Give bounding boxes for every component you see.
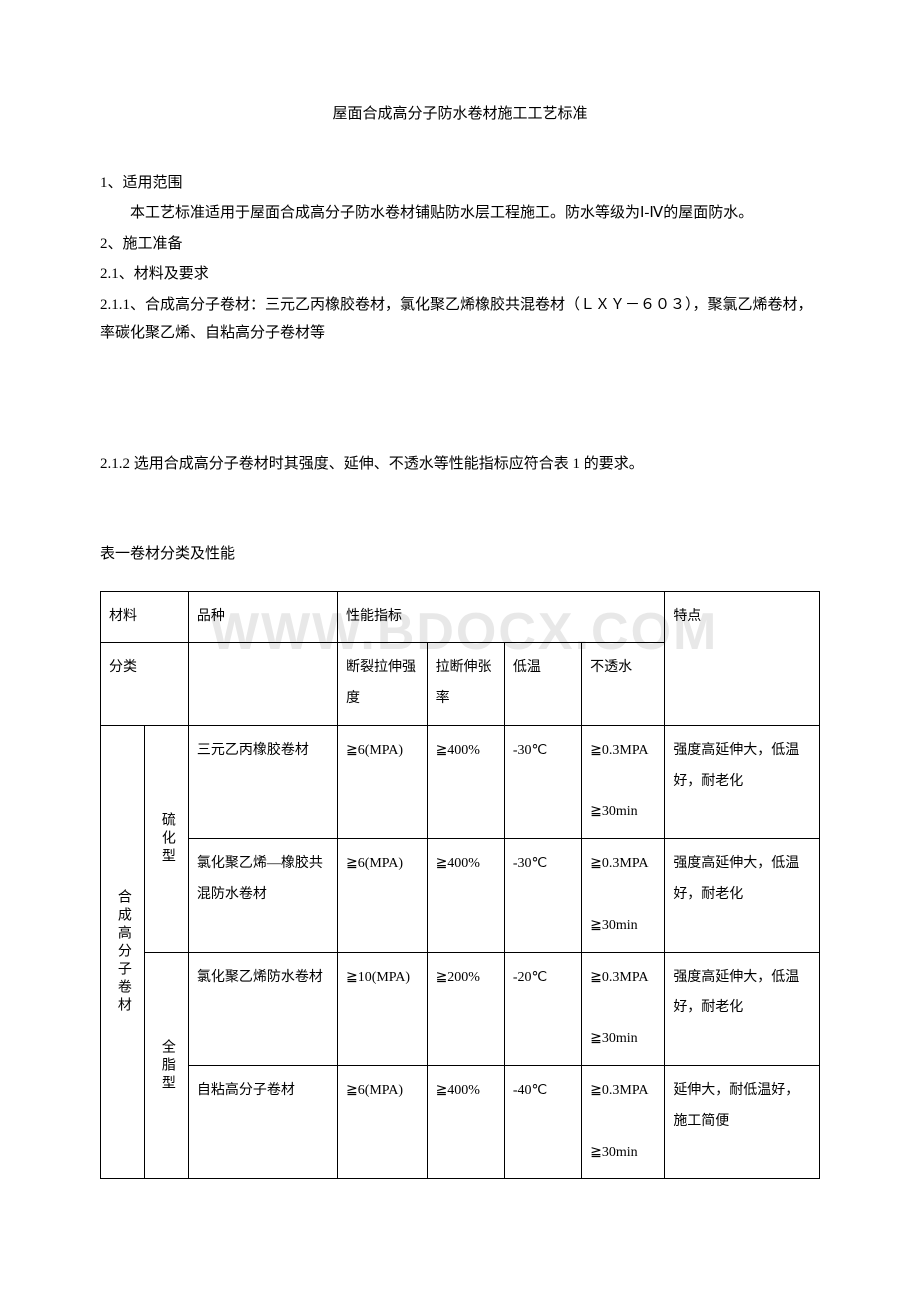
cell-tensile: ≧10(MPA) — [337, 952, 427, 1065]
cell-features: 延伸大，耐低温好， 施工简便 — [665, 1066, 820, 1179]
section-2-heading: 2、施工准备 — [100, 230, 820, 259]
header-impermeable: 不透水 — [582, 643, 665, 726]
cell-tensile: ≧6(MPA) — [337, 839, 427, 952]
cell-lowtemp: -30℃ — [504, 839, 581, 952]
table-caption: 表一卷材分类及性能 — [100, 540, 820, 569]
cell-lowtemp: -40℃ — [504, 1066, 581, 1179]
cell-lowtemp: -30℃ — [504, 725, 581, 838]
cell-features: 强度高延伸大，低温好，耐老化 — [665, 952, 820, 1065]
material-table: 材料 品种 性能指标 特点 分类 断裂拉伸强度 拉断伸张率 低温 不透水 合成高… — [100, 591, 820, 1180]
cell-elongation: ≧400% — [427, 725, 504, 838]
header-performance: 性能指标 — [337, 591, 664, 643]
table-row: 全脂型 氯化聚乙烯防水卷材 ≧10(MPA) ≧200% -20℃ ≧0.3MP… — [101, 952, 820, 1065]
table-row: 自粘高分子卷材 ≧6(MPA) ≧400% -40℃ ≧0.3MPA ≧30mi… — [101, 1066, 820, 1179]
cell-lowtemp: -20℃ — [504, 952, 581, 1065]
header-empty — [188, 643, 337, 726]
table-row: 氯化聚乙烯—橡胶共混防水卷材 ≧6(MPA) ≧400% -30℃ ≧0.3MP… — [101, 839, 820, 952]
cell-features: 强度高延伸大，低温好，耐老化 — [665, 725, 820, 838]
header-elongation: 拉断伸张率 — [427, 643, 504, 726]
header-material: 材料 — [101, 591, 189, 643]
table-header-row-1: 材料 品种 性能指标 特点 — [101, 591, 820, 643]
table-row: 合成高分子卷材 硫化型 三元乙丙橡胶卷材 ≧6(MPA) ≧400% -30℃ … — [101, 725, 820, 838]
header-lowtemp: 低温 — [504, 643, 581, 726]
header-category: 分类 — [101, 643, 189, 726]
section-1-body: 本工艺标准适用于屋面合成高分子防水卷材铺贴防水层工程施工。防水等级为Ⅰ-Ⅳ的屋面… — [100, 199, 820, 228]
section-2-1-1: 2.1.1、合成高分子卷材：三元乙丙橡胶卷材，氯化聚乙烯橡胶共混卷材（ＬＸＹ－６… — [100, 291, 820, 348]
section-2-1-2: 2.1.2 选用合成高分子卷材时其强度、延伸、不透水等性能指标应符合表 1 的要… — [100, 450, 820, 479]
cell-elongation: ≧400% — [427, 1066, 504, 1179]
cell-tensile: ≧6(MPA) — [337, 725, 427, 838]
document-title: 屋面合成高分子防水卷材施工工艺标准 — [100, 100, 820, 129]
section-1-heading: 1、适用范围 — [100, 169, 820, 198]
cell-impermeable: ≧0.3MPA ≧30min — [582, 839, 665, 952]
cell-variety: 自粘高分子卷材 — [188, 1066, 337, 1179]
section-2-1-heading: 2.1、材料及要求 — [100, 260, 820, 289]
cell-type-1: 硫化型 — [144, 725, 188, 952]
cell-impermeable: ≧0.3MPA ≧30min — [582, 952, 665, 1065]
cell-impermeable: ≧0.3MPA ≧30min — [582, 725, 665, 838]
header-tensile: 断裂拉伸强度 — [337, 643, 427, 726]
cell-material-category: 合成高分子卷材 — [101, 725, 145, 1179]
header-features: 特点 — [665, 591, 820, 725]
cell-elongation: ≧200% — [427, 952, 504, 1065]
cell-variety: 氯化聚乙烯防水卷材 — [188, 952, 337, 1065]
cell-variety: 三元乙丙橡胶卷材 — [188, 725, 337, 838]
cell-features: 强度高延伸大，低温好，耐老化 — [665, 839, 820, 952]
cell-type-2: 全脂型 — [144, 952, 188, 1179]
cell-impermeable: ≧0.3MPA ≧30min — [582, 1066, 665, 1179]
cell-variety: 氯化聚乙烯—橡胶共混防水卷材 — [188, 839, 337, 952]
cell-elongation: ≧400% — [427, 839, 504, 952]
cell-tensile: ≧6(MPA) — [337, 1066, 427, 1179]
header-variety: 品种 — [188, 591, 337, 643]
